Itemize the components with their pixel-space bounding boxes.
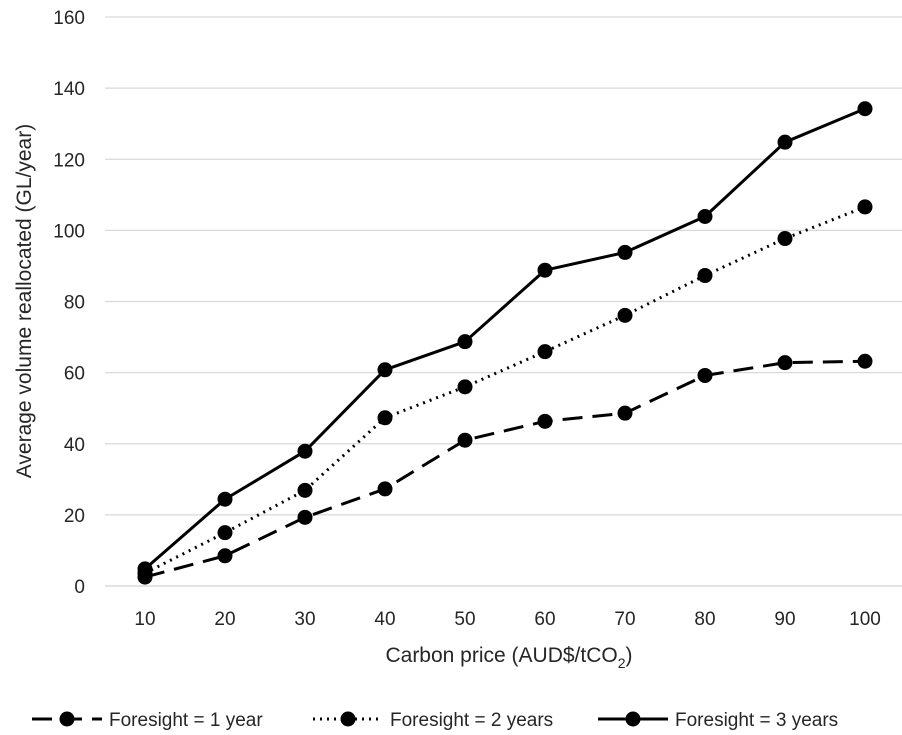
data-point (777, 355, 793, 371)
x-tick-label: 40 (374, 609, 395, 630)
y-tick-label: 20 (64, 506, 85, 527)
legend-item: Foresight = 2 years (313, 710, 553, 731)
data-point (217, 525, 233, 541)
y-tick-label: 60 (64, 364, 85, 385)
x-tick-label: 30 (294, 609, 315, 630)
data-point (697, 367, 713, 383)
series-line (144, 205, 866, 575)
gridlines (105, 16, 902, 516)
x-tick-label: 50 (454, 609, 475, 630)
y-tick-label: 80 (64, 293, 85, 314)
data-point (137, 561, 153, 577)
legend-marker (340, 711, 356, 727)
x-axis-title: Carbon price (AUD$/tCO2) (385, 644, 632, 671)
series-2 (137, 199, 873, 581)
data-point (617, 244, 633, 260)
x-tick-label: 10 (134, 609, 155, 630)
series-line (144, 359, 866, 579)
data-point (537, 413, 553, 429)
x-tick-label: 20 (214, 609, 235, 630)
legend-label: Foresight = 3 years (675, 710, 838, 731)
legend-item: Foresight = 1 year (32, 710, 263, 731)
x-axis-ticks: 10 20 30 40 50 60 70 80 90 100 (134, 609, 880, 630)
data-point (457, 379, 473, 395)
data-point (857, 101, 873, 117)
series-1 (137, 353, 873, 585)
y-tick-label: 160 (53, 8, 85, 29)
x-tick-label: 60 (534, 609, 555, 630)
y-axis-ticks: 0 20 40 60 80 100 120 140 160 (53, 8, 85, 598)
x-tick-label: 90 (774, 609, 795, 630)
series-3 (137, 101, 873, 577)
data-point (857, 199, 873, 215)
data-point (377, 410, 393, 426)
data-point (857, 353, 873, 369)
y-tick-label: 40 (64, 435, 85, 456)
x-axis-title-suffix: ) (626, 644, 633, 667)
x-axis-title-main: Carbon price (AUD$/tCO (385, 644, 617, 667)
data-point (377, 362, 393, 378)
y-tick-label: 100 (53, 221, 85, 242)
y-tick-label: 120 (53, 150, 85, 171)
legend-label: Foresight = 1 year (109, 710, 263, 731)
x-axis-title-subscript: 2 (618, 655, 626, 671)
data-point (297, 482, 313, 498)
legend: Foresight = 1 year Foresight = 2 years For… (32, 710, 838, 731)
data-point (297, 509, 313, 525)
y-axis-title: Average volume reallocated (GL/year) (13, 124, 36, 478)
data-point (617, 307, 633, 323)
data-point (377, 481, 393, 497)
data-point (617, 405, 633, 421)
series-line (144, 107, 866, 571)
data-point (777, 231, 793, 247)
x-tick-label: 80 (694, 609, 715, 630)
y-tick-label: 140 (53, 79, 85, 100)
legend-item: Foresight = 3 years (598, 710, 838, 731)
y-tick-label: 0 (74, 577, 85, 598)
legend-label: Foresight = 2 years (390, 710, 553, 731)
series-group (137, 101, 873, 585)
x-tick-label: 100 (849, 609, 881, 630)
legend-marker (59, 711, 75, 727)
x-tick-label: 70 (614, 609, 635, 630)
data-point (537, 262, 553, 278)
data-point (777, 134, 793, 150)
legend-marker (625, 711, 641, 727)
data-point (217, 548, 233, 564)
data-point (217, 491, 233, 507)
data-point (457, 334, 473, 350)
data-point (537, 344, 553, 360)
data-point (697, 268, 713, 284)
data-point (457, 432, 473, 448)
data-point (697, 209, 713, 225)
data-point (297, 443, 313, 459)
